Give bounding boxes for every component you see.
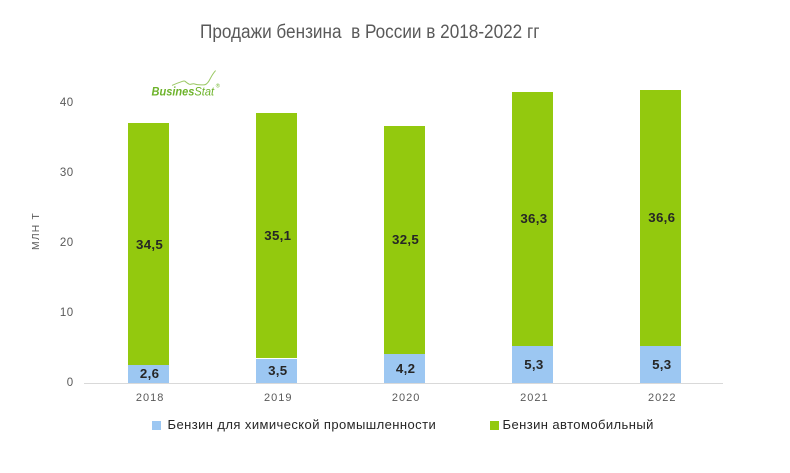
svg-text:BusinesStat: BusinesStat <box>152 86 215 98</box>
svg-text:®: ® <box>216 83 220 90</box>
